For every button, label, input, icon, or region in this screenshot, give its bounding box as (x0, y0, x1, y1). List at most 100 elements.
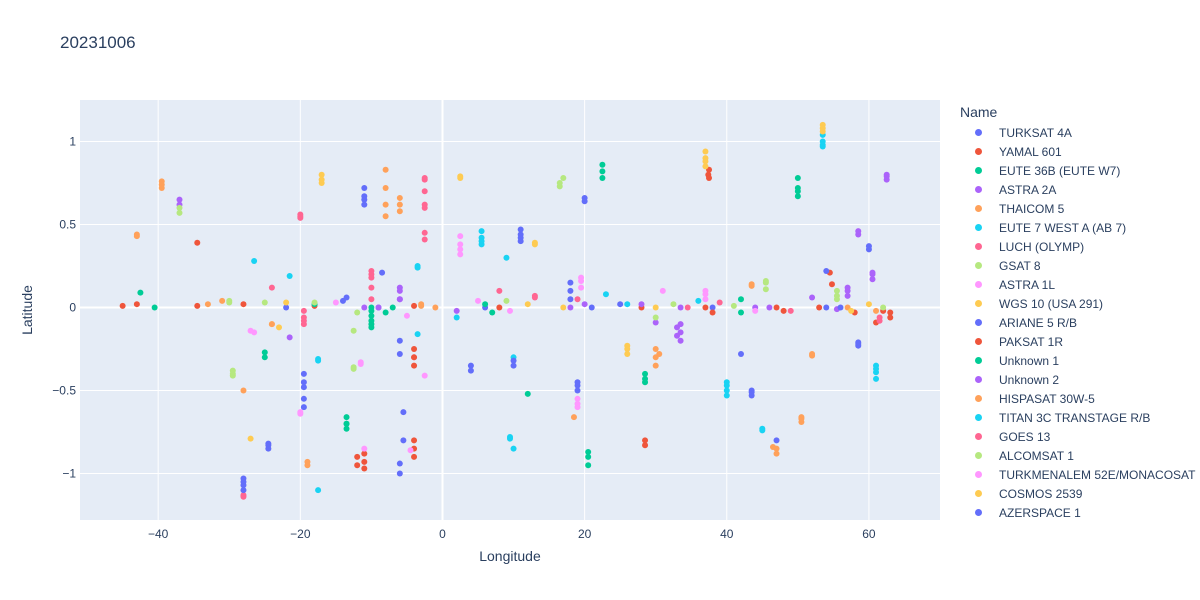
data-point[interactable] (382, 201, 389, 208)
data-point[interactable] (873, 365, 880, 372)
legend-item[interactable]: Unknown 2 (960, 370, 1200, 389)
data-point[interactable] (873, 307, 880, 314)
data-point[interactable] (261, 299, 268, 306)
legend-item[interactable]: COSMOS 2539 (960, 484, 1200, 503)
data-point[interactable] (723, 387, 730, 394)
data-point[interactable] (343, 420, 350, 427)
data-point[interactable] (507, 307, 513, 314)
data-point[interactable] (652, 314, 659, 321)
data-point[interactable] (674, 324, 681, 331)
data-point[interactable] (251, 258, 258, 265)
data-point[interactable] (478, 238, 485, 245)
data-point[interactable] (652, 304, 659, 311)
data-point[interactable] (510, 357, 517, 364)
legend-item[interactable]: GOES 13 (960, 427, 1200, 446)
data-point[interactable] (567, 304, 574, 311)
data-point[interactable] (670, 301, 677, 308)
data-point[interactable] (286, 334, 293, 341)
data-point[interactable] (475, 297, 482, 304)
data-point[interactable] (300, 370, 307, 377)
data-point[interactable] (368, 271, 375, 278)
data-point[interactable] (318, 176, 325, 183)
data-point[interactable] (318, 171, 325, 178)
data-point[interactable] (567, 296, 574, 303)
legend-item[interactable]: PAKSAT 1R (960, 332, 1200, 351)
data-point[interactable] (869, 276, 876, 283)
data-point[interactable] (702, 304, 709, 311)
data-point[interactable] (716, 299, 723, 306)
data-point[interactable] (407, 447, 414, 454)
data-point[interactable] (695, 297, 702, 304)
data-point[interactable] (300, 379, 307, 386)
data-point[interactable] (382, 184, 389, 191)
data-point[interactable] (642, 442, 649, 449)
data-point[interactable] (819, 125, 826, 132)
data-point[interactable] (887, 314, 894, 321)
data-point[interactable] (361, 304, 368, 311)
data-point[interactable] (833, 292, 840, 299)
data-point[interactable] (133, 233, 140, 240)
data-point[interactable] (873, 375, 880, 382)
data-point[interactable] (368, 307, 375, 314)
data-point[interactable] (702, 296, 709, 303)
data-point[interactable] (769, 443, 776, 450)
data-point[interactable] (737, 296, 744, 303)
data-point[interactable] (517, 226, 524, 233)
data-point[interactable] (642, 437, 649, 444)
data-point[interactable] (773, 450, 780, 457)
data-point[interactable] (240, 301, 247, 308)
data-point[interactable] (794, 188, 801, 195)
data-point[interactable] (396, 460, 403, 467)
data-point[interactable] (240, 478, 247, 485)
data-point[interactable] (574, 296, 581, 303)
legend-item[interactable]: WGS 10 (USA 291) (960, 294, 1200, 313)
data-point[interactable] (396, 350, 403, 357)
data-point[interactable] (311, 299, 318, 306)
data-point[interactable] (723, 392, 730, 399)
data-point[interactable] (219, 297, 226, 304)
data-point[interactable] (396, 470, 403, 477)
data-point[interactable] (709, 304, 716, 311)
data-point[interactable] (343, 294, 350, 301)
data-point[interactable] (599, 168, 606, 175)
data-point[interactable] (457, 233, 464, 240)
data-point[interactable] (766, 304, 773, 311)
data-point[interactable] (354, 309, 361, 316)
legend-item[interactable]: ASTRA 1L (960, 275, 1200, 294)
data-point[interactable] (762, 277, 769, 284)
data-point[interactable] (350, 327, 357, 334)
data-point[interactable] (411, 354, 418, 361)
data-point[interactable] (828, 281, 835, 288)
data-point[interactable] (229, 370, 236, 377)
data-point[interactable] (421, 188, 428, 195)
data-point[interactable] (869, 269, 876, 276)
data-point[interactable] (478, 228, 485, 235)
data-point[interactable] (137, 289, 144, 296)
data-point[interactable] (247, 435, 254, 442)
data-point[interactable] (823, 304, 830, 311)
data-point[interactable] (510, 445, 517, 452)
data-point[interactable] (574, 395, 581, 402)
legend-item[interactable]: EUTE 36B (EUTE W7) (960, 161, 1200, 180)
data-point[interactable] (865, 246, 872, 253)
data-point[interactable] (350, 364, 357, 371)
data-point[interactable] (453, 314, 460, 321)
legend-item[interactable]: HISPASAT 30W-5 (960, 389, 1200, 408)
data-point[interactable] (297, 409, 304, 416)
data-point[interactable] (809, 294, 816, 301)
data-point[interactable] (624, 301, 631, 308)
data-point[interactable] (809, 352, 816, 359)
data-point[interactable] (876, 317, 883, 324)
data-point[interactable] (585, 462, 592, 469)
data-point[interactable] (709, 309, 716, 316)
data-point[interactable] (396, 287, 403, 294)
data-point[interactable] (652, 346, 659, 353)
data-point[interactable] (524, 301, 531, 308)
legend-item[interactable]: EUTE 7 WEST A (AB 7) (960, 218, 1200, 237)
data-point[interactable] (119, 302, 126, 309)
data-point[interactable] (379, 269, 386, 276)
data-point[interactable] (332, 299, 339, 306)
data-point[interactable] (361, 465, 368, 472)
data-point[interactable] (855, 341, 862, 348)
data-point[interactable] (411, 437, 418, 444)
